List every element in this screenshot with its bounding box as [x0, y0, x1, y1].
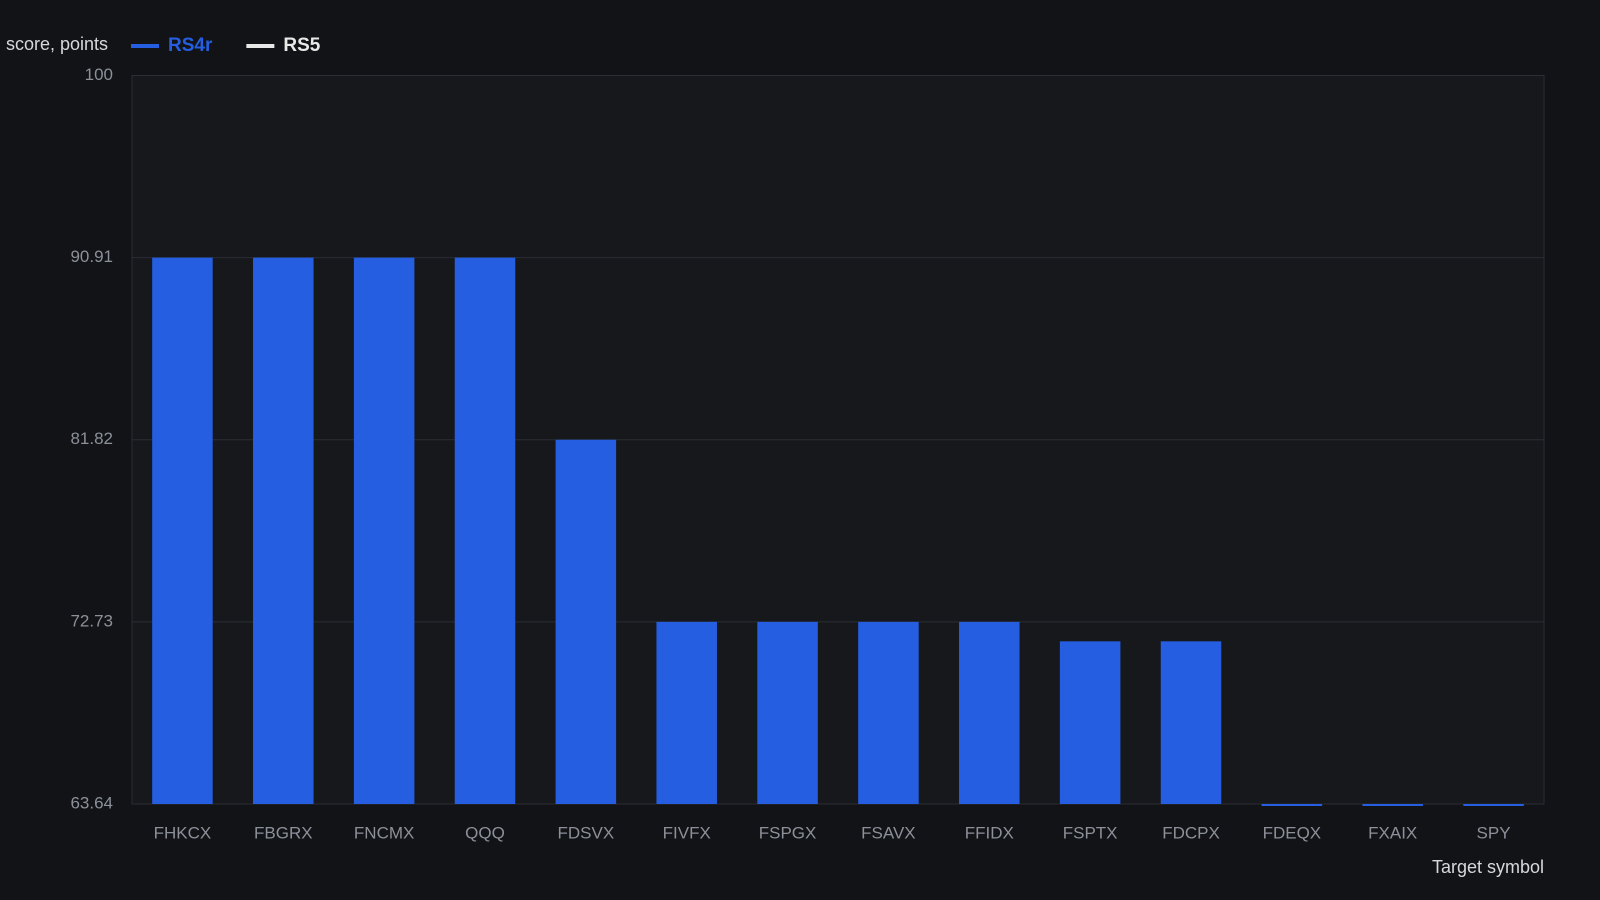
- bar: [253, 257, 314, 804]
- bar: [1261, 804, 1323, 806]
- x-tick-label: FIVFX: [663, 823, 711, 842]
- bar: [656, 621, 717, 804]
- x-tick-label: FFIDX: [965, 823, 1014, 842]
- x-axis-label: Target symbol: [1432, 857, 1544, 877]
- y-tick-label: 81.82: [70, 429, 113, 448]
- bar: [152, 257, 213, 804]
- bar: [1362, 804, 1423, 806]
- bar: [454, 257, 516, 804]
- x-tick-label: QQQ: [465, 823, 505, 842]
- x-tick-label: FDSVX: [558, 823, 615, 842]
- bar: [1160, 641, 1222, 804]
- bar: [959, 621, 1020, 804]
- legend-label: RS5: [283, 35, 320, 56]
- x-tick-label: FDCPX: [1162, 823, 1220, 842]
- bar: [353, 257, 415, 804]
- y-tick-label: 63.64: [70, 793, 113, 812]
- y-axis-label: score, points: [6, 34, 108, 54]
- bar: [858, 621, 919, 804]
- legend-label: RS4r: [168, 35, 213, 56]
- x-tick-label: FBGRX: [254, 823, 313, 842]
- bar: [757, 621, 818, 804]
- x-tick-label: FSPGX: [759, 823, 817, 842]
- x-tick-label: FDEQX: [1263, 823, 1322, 842]
- bar: [555, 439, 617, 804]
- bar: [1463, 804, 1524, 806]
- y-tick-label: 90.91: [70, 247, 113, 266]
- y-tick-label: 100: [85, 65, 113, 84]
- x-tick-label: SPY: [1477, 823, 1511, 842]
- x-tick-label: FNCMX: [354, 823, 414, 842]
- x-tick-label: FXAIX: [1368, 823, 1417, 842]
- x-tick-label: FSAVX: [861, 823, 915, 842]
- x-tick-label: FHKCX: [154, 823, 212, 842]
- x-tick-label: FSPTX: [1063, 823, 1118, 842]
- bar: [1059, 641, 1121, 804]
- y-tick-label: 72.73: [70, 611, 113, 630]
